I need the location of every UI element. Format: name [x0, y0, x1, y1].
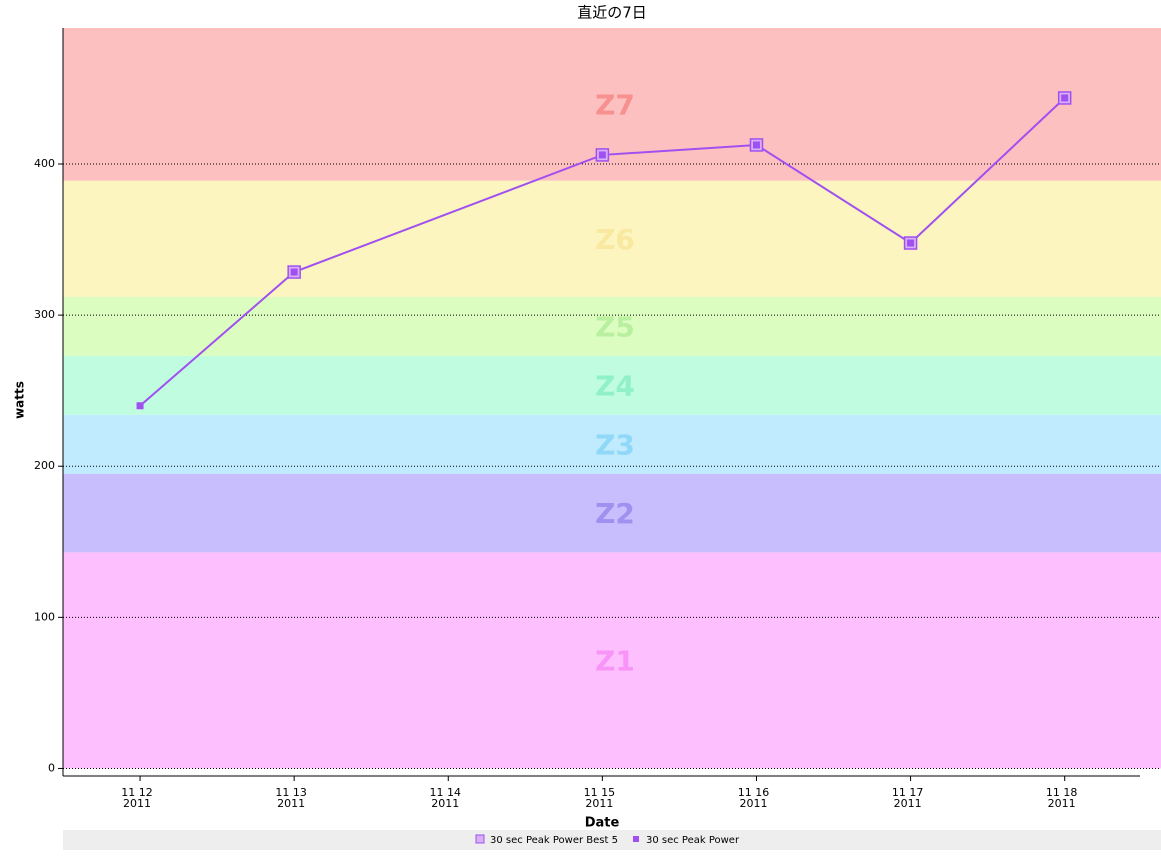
- x-axis-label: Date: [585, 816, 620, 831]
- marker: [136, 402, 144, 410]
- legend-box: [63, 830, 1161, 850]
- x-tick-label: 11 14 2011: [429, 786, 462, 810]
- legend-label: 30 sec Peak Power: [646, 835, 740, 846]
- x-tick-label: 11 13 2011: [275, 786, 307, 810]
- zone-label: Z2: [595, 497, 635, 530]
- marker: [907, 239, 915, 247]
- zone-label: Z1: [595, 644, 635, 677]
- y-tick-label: 300: [34, 308, 55, 321]
- y-axis-label: watts: [13, 381, 27, 419]
- zone-band: [63, 414, 1161, 474]
- zone-band: [63, 296, 1161, 356]
- zone-label: Z6: [595, 223, 635, 256]
- marker: [1061, 94, 1069, 102]
- y-tick-label: 400: [34, 157, 55, 170]
- x-tick-label: 11 12 2011: [121, 786, 153, 810]
- marker: [598, 151, 606, 159]
- marker: [290, 268, 298, 276]
- x-tick-label: 11 15 2011: [583, 786, 616, 810]
- zone-band: [63, 552, 1161, 769]
- zone-label: Z3: [595, 428, 635, 461]
- chart-title: 直近の7日: [577, 4, 647, 22]
- y-tick-label: 200: [34, 459, 55, 472]
- legend-marker: [475, 834, 485, 844]
- legend-label: 30 sec Peak Power Best 5: [490, 835, 618, 846]
- zone-label: Z5: [595, 310, 635, 343]
- y-tick-label: 0: [48, 761, 55, 774]
- x-tick-label: 11 16 2011: [737, 786, 770, 810]
- series-line: [139, 97, 1066, 407]
- marker: [752, 141, 760, 149]
- x-tick-label: 11 18 2011: [1045, 786, 1078, 810]
- zone-band: [63, 180, 1161, 297]
- zone-label: Z4: [595, 369, 635, 402]
- zone-band: [63, 473, 1161, 553]
- legend-marker: [632, 836, 639, 842]
- zone-label: Z7: [595, 88, 635, 121]
- zone-band: [63, 355, 1161, 415]
- x-tick-label: 11 17 2011: [891, 786, 924, 810]
- y-tick-label: 100: [34, 610, 55, 623]
